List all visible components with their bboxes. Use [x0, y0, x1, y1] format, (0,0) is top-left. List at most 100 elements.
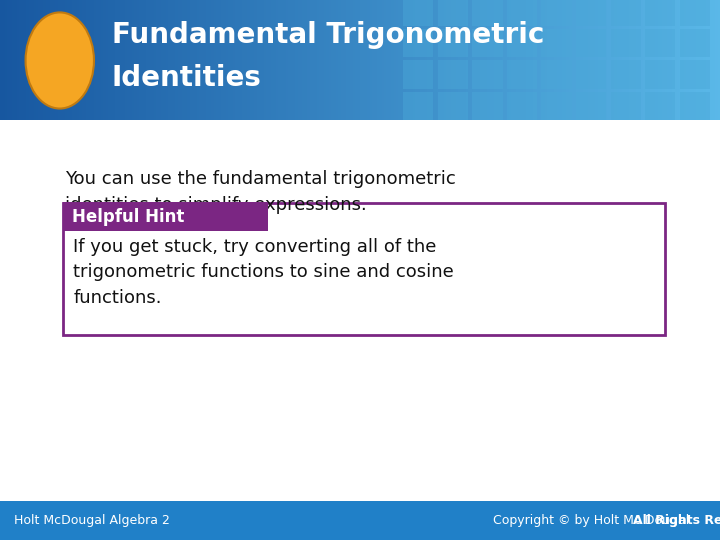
- Bar: [247, 0, 251, 120]
- Bar: [497, 0, 500, 120]
- Bar: [27, 0, 30, 120]
- Bar: [470, 0, 474, 120]
- Bar: [423, 0, 426, 120]
- Bar: [326, 0, 330, 120]
- Bar: [329, 0, 332, 120]
- Bar: [533, 0, 536, 120]
- Bar: [701, 0, 704, 120]
- Bar: [396, 0, 399, 120]
- Bar: [279, 0, 282, 120]
- Bar: [43, 0, 46, 120]
- Bar: [595, 0, 598, 120]
- Bar: [718, 0, 720, 120]
- Bar: [53, 0, 56, 120]
- Bar: [394, 0, 397, 120]
- Bar: [161, 0, 164, 120]
- Bar: [50, 0, 53, 120]
- Bar: [559, 0, 562, 120]
- Bar: [639, 0, 642, 120]
- Bar: [547, 0, 550, 120]
- Bar: [487, 0, 490, 120]
- Bar: [122, 0, 125, 120]
- Bar: [31, 0, 35, 120]
- Bar: [346, 0, 348, 120]
- Bar: [171, 0, 174, 120]
- Bar: [391, 0, 395, 120]
- Bar: [139, 0, 143, 120]
- Bar: [518, 0, 521, 120]
- Bar: [67, 0, 71, 120]
- Bar: [153, 0, 157, 120]
- Bar: [106, 0, 109, 120]
- Bar: [485, 0, 488, 120]
- Bar: [672, 0, 675, 120]
- Bar: [288, 0, 291, 120]
- Bar: [216, 0, 219, 120]
- Bar: [60, 0, 63, 120]
- Bar: [541, 29, 572, 57]
- Bar: [459, 0, 462, 120]
- Bar: [99, 0, 102, 120]
- Text: Copyright © by Holt Mc Dougal.: Copyright © by Holt Mc Dougal.: [493, 514, 698, 527]
- Bar: [605, 0, 608, 120]
- Text: Helpful Hint: Helpful Hint: [72, 208, 184, 226]
- Bar: [70, 0, 73, 120]
- Bar: [472, 0, 503, 26]
- Bar: [437, 0, 440, 120]
- Bar: [103, 0, 107, 120]
- Bar: [283, 0, 287, 120]
- Bar: [698, 0, 701, 120]
- Bar: [645, 29, 675, 57]
- Bar: [14, 0, 17, 120]
- Bar: [648, 0, 651, 120]
- Bar: [225, 0, 229, 120]
- Bar: [403, 0, 406, 120]
- Bar: [0, 501, 720, 540]
- Bar: [207, 0, 210, 120]
- Bar: [410, 0, 413, 120]
- Bar: [372, 0, 375, 120]
- Bar: [499, 0, 503, 120]
- Bar: [19, 0, 22, 120]
- Bar: [63, 202, 268, 231]
- Bar: [108, 0, 111, 120]
- Bar: [703, 0, 706, 120]
- Bar: [645, 60, 675, 89]
- Bar: [629, 0, 632, 120]
- Bar: [711, 0, 714, 120]
- Bar: [610, 0, 613, 120]
- Bar: [266, 0, 269, 120]
- Bar: [24, 0, 27, 120]
- Bar: [317, 0, 320, 120]
- Bar: [2, 0, 6, 120]
- Bar: [693, 0, 697, 120]
- Text: You can use the fundamental trigonometric
identities to simplify expressions.: You can use the fundamental trigonometri…: [65, 170, 456, 214]
- Bar: [343, 0, 346, 120]
- Bar: [338, 0, 341, 120]
- Bar: [662, 0, 665, 120]
- Bar: [384, 0, 387, 120]
- Bar: [472, 92, 503, 120]
- Bar: [276, 0, 279, 120]
- Bar: [438, 29, 468, 57]
- Bar: [472, 60, 503, 89]
- Bar: [667, 0, 670, 120]
- Bar: [528, 0, 531, 120]
- Bar: [194, 0, 197, 120]
- Bar: [502, 0, 505, 120]
- Ellipse shape: [26, 12, 94, 109]
- Bar: [670, 0, 672, 120]
- Bar: [297, 0, 301, 120]
- Bar: [403, 60, 433, 89]
- Bar: [180, 0, 183, 120]
- Bar: [403, 92, 433, 120]
- Bar: [490, 0, 492, 120]
- Bar: [45, 0, 49, 120]
- Bar: [521, 0, 524, 120]
- Bar: [173, 0, 176, 120]
- Bar: [680, 92, 710, 120]
- Bar: [552, 0, 555, 120]
- Bar: [473, 0, 476, 120]
- Bar: [389, 0, 392, 120]
- Bar: [233, 0, 236, 120]
